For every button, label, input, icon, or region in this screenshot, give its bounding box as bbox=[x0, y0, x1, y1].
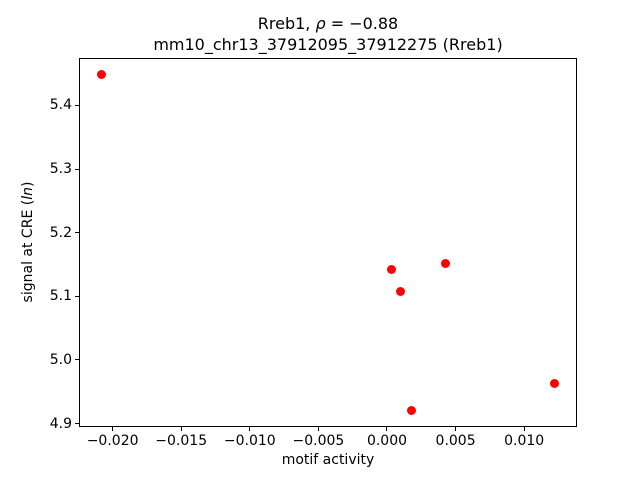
x-axis-tick bbox=[523, 427, 525, 431]
x-axis-label: motif activity bbox=[281, 452, 375, 468]
x-axis-tick bbox=[112, 427, 114, 431]
x-axis-tick-label: −0.010 bbox=[223, 433, 276, 449]
title-gene-label: Rreb1, bbox=[257, 14, 316, 33]
x-axis-tick-label: −0.015 bbox=[155, 433, 208, 449]
chart-title: Rreb1, ρ = −0.88 mm10_chr13_37912095_379… bbox=[79, 13, 577, 55]
y-axis-tick bbox=[75, 104, 79, 106]
x-axis-tick-label: −0.020 bbox=[86, 433, 139, 449]
y-axis-tick-label: 4.9 bbox=[49, 415, 72, 432]
data-point bbox=[407, 405, 417, 415]
y-axis-tick bbox=[75, 232, 79, 234]
ln-symbol: ln bbox=[20, 187, 36, 200]
x-axis-tick-label: 0.010 bbox=[504, 433, 545, 449]
plot-area bbox=[79, 58, 577, 427]
title-correlation-value: = −0.88 bbox=[325, 14, 399, 33]
x-axis-tick-label: 0.005 bbox=[435, 433, 476, 449]
y-axis-tick bbox=[75, 168, 79, 170]
data-point bbox=[396, 286, 406, 296]
x-axis-tick bbox=[249, 427, 251, 431]
x-axis-tick bbox=[180, 427, 182, 431]
chart-subtitle: mm10_chr13_37912095_37912275 (Rreb1) bbox=[153, 35, 503, 54]
x-axis-tick-label: 0.000 bbox=[366, 433, 408, 449]
y-axis-label: signal at CRE (ln) bbox=[20, 181, 36, 303]
y-axis-tick-label: 5.3 bbox=[49, 161, 72, 177]
rho-symbol: ρ bbox=[315, 14, 326, 33]
y-axis-tick bbox=[75, 359, 79, 361]
y-axis-tick bbox=[75, 295, 79, 297]
y-axis-tick bbox=[75, 423, 79, 425]
chart-title-line1: Rreb1, ρ = −0.88 bbox=[79, 13, 577, 34]
data-point bbox=[386, 265, 396, 275]
data-point bbox=[97, 69, 107, 79]
y-axis-tick-label: 5.4 bbox=[49, 97, 72, 114]
x-axis-tick bbox=[455, 427, 457, 431]
data-point bbox=[549, 379, 559, 389]
y-axis-tick-label: 5.0 bbox=[49, 351, 72, 368]
x-axis-tick bbox=[317, 427, 319, 431]
x-axis-tick bbox=[386, 427, 388, 431]
y-axis-tick-label: 5.2 bbox=[49, 224, 72, 241]
y-axis-tick-label: 5.1 bbox=[49, 288, 72, 305]
data-point bbox=[441, 258, 451, 268]
x-axis-tick-label: −0.005 bbox=[292, 433, 345, 449]
